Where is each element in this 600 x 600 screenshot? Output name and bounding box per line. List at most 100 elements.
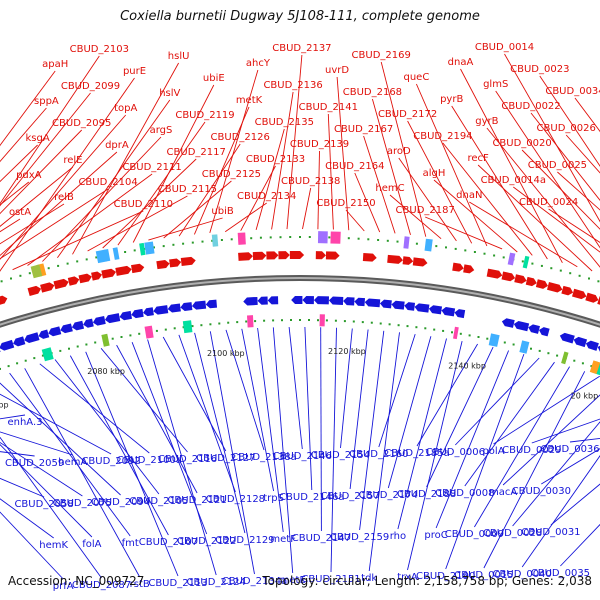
- forward-gene-label: CBUD_0014: [475, 42, 534, 53]
- forward-gene-label: gyrB: [475, 116, 498, 127]
- forward-label-line: [0, 70, 56, 147]
- ring-dot: [76, 260, 79, 263]
- ring-dot: [41, 354, 44, 357]
- ring-dot: [28, 272, 31, 275]
- forward-gene-label: CBUD_2136: [263, 80, 322, 91]
- reverse-gene-arrow: [131, 308, 144, 319]
- ring-dot: [57, 264, 60, 267]
- forward-label-line: [327, 113, 334, 230]
- reverse-gene-label: CBUD_0035: [531, 568, 590, 579]
- reverse-gene-label: CBUD_2159: [330, 532, 389, 543]
- label-line-layer: [0, 53, 600, 580]
- reverse-gene-arrow: [191, 300, 207, 310]
- ring-dot: [0, 280, 3, 283]
- forward-label-line: [0, 129, 83, 215]
- ring-dot: [19, 274, 22, 277]
- forward-label-line: [477, 164, 593, 272]
- reverse-gene-arrow: [48, 326, 62, 337]
- forward-gene-label: CBUD_2125: [202, 169, 261, 180]
- forward-label-line: [415, 83, 488, 247]
- ring-dot: [483, 252, 486, 255]
- ring-dot: [133, 249, 136, 252]
- forward-gene-arrow: [91, 271, 103, 281]
- ring-dot: [182, 242, 185, 245]
- reverse-gene-label: CBUD_0040: [493, 569, 552, 580]
- reverse-gene-arrow: [167, 303, 181, 313]
- ring-dot: [245, 320, 248, 323]
- forward-label-line: [178, 143, 241, 237]
- ring-dot: [388, 323, 391, 326]
- forward-gene-label: hemC: [375, 183, 404, 194]
- ring-dot: [559, 269, 562, 272]
- reverse-label-line: [435, 350, 510, 529]
- ring-dot: [218, 322, 221, 325]
- forward-feature-block: [317, 231, 328, 244]
- forward-gene-label: CBUD_2095: [52, 118, 111, 129]
- forward-gene-label: CBUD_2135: [255, 117, 314, 128]
- forward-gene-label: CBUD_2137: [272, 43, 331, 54]
- forward-label-line: [255, 128, 285, 231]
- ring-dot: [209, 323, 212, 326]
- forward-gene-label: relE: [63, 155, 82, 166]
- reverse-gene-arrow: [538, 327, 550, 337]
- reverse-gene-arrow: [428, 305, 443, 315]
- forward-gene-label: CBUD_2138: [281, 176, 340, 187]
- reverse-label-line: [493, 375, 600, 445]
- forward-gene-label: CBUD_2099: [61, 81, 120, 92]
- reverse-feature-block: [519, 340, 530, 354]
- ring-dot: [164, 328, 167, 331]
- reverse-gene-arrow: [559, 332, 575, 344]
- forward-feature-block: [30, 264, 43, 279]
- ring-dot: [59, 349, 62, 352]
- forward-label-line: [521, 149, 600, 230]
- forward-label-line: [102, 158, 197, 249]
- ring-dot: [120, 336, 123, 338]
- forward-label-line: [504, 53, 600, 223]
- reverse-gene-label: CBUD_2092: [81, 456, 140, 467]
- reverse-label-line: [426, 346, 494, 488]
- reverse-label-line: [541, 448, 600, 485]
- ring-dot: [155, 329, 158, 332]
- forward-label-line: [0, 151, 118, 257]
- ring-dot: [124, 251, 127, 253]
- ring-dot: [547, 352, 550, 355]
- reverse-gene-label: CBUD_2058: [14, 499, 73, 510]
- ring-dot: [352, 320, 355, 323]
- forward-label-line: [286, 54, 303, 230]
- forward-label-line: [42, 136, 162, 262]
- reverse-label-line: [0, 441, 83, 497]
- reverse-label-line: [147, 339, 217, 576]
- forward-gene-arrow: [572, 288, 587, 300]
- forward-gene-label: CBUD_2119: [175, 110, 234, 121]
- ring-dot: [597, 280, 600, 283]
- forward-gene-label: dnaN: [456, 190, 482, 201]
- reverse-label-line: [0, 477, 45, 498]
- forward-gene-label: aroD: [387, 146, 411, 157]
- ring-dot: [367, 238, 370, 241]
- reverse-gene-label: CBUD_2124: [187, 577, 246, 588]
- forward-label-line: [425, 216, 503, 250]
- forward-feature-block: [95, 249, 108, 264]
- ring-dot: [531, 262, 534, 265]
- forward-gene-label: CBUD_2104: [78, 177, 137, 188]
- ring-dot: [556, 354, 559, 357]
- scale-label: 2080 kbp: [87, 367, 125, 376]
- forward-gene-label: CBUD_2172: [378, 109, 437, 120]
- reverse-gene-arrow: [92, 316, 106, 326]
- ring-dot: [68, 347, 70, 350]
- reverse-gene-label: trpS: [263, 493, 284, 504]
- forward-gene-label: metK: [236, 95, 263, 106]
- forward-label-line: [442, 142, 533, 256]
- ring-dot: [459, 332, 462, 335]
- forward-label-line: [389, 194, 442, 240]
- ring-dot: [573, 359, 576, 362]
- forward-gene-arrow: [252, 251, 267, 261]
- forward-gene-label: queC: [403, 72, 429, 83]
- reverse-gene-label: CBUD_2146: [273, 451, 332, 462]
- forward-gene-label: CBUD_2115: [158, 184, 217, 195]
- forward-gene-label: ubiB: [211, 206, 233, 217]
- accession-text: Accession: NC_009727: [8, 574, 145, 588]
- ring-dot: [162, 245, 165, 248]
- ring-dot: [451, 331, 453, 334]
- reverse-label-line: [116, 344, 198, 494]
